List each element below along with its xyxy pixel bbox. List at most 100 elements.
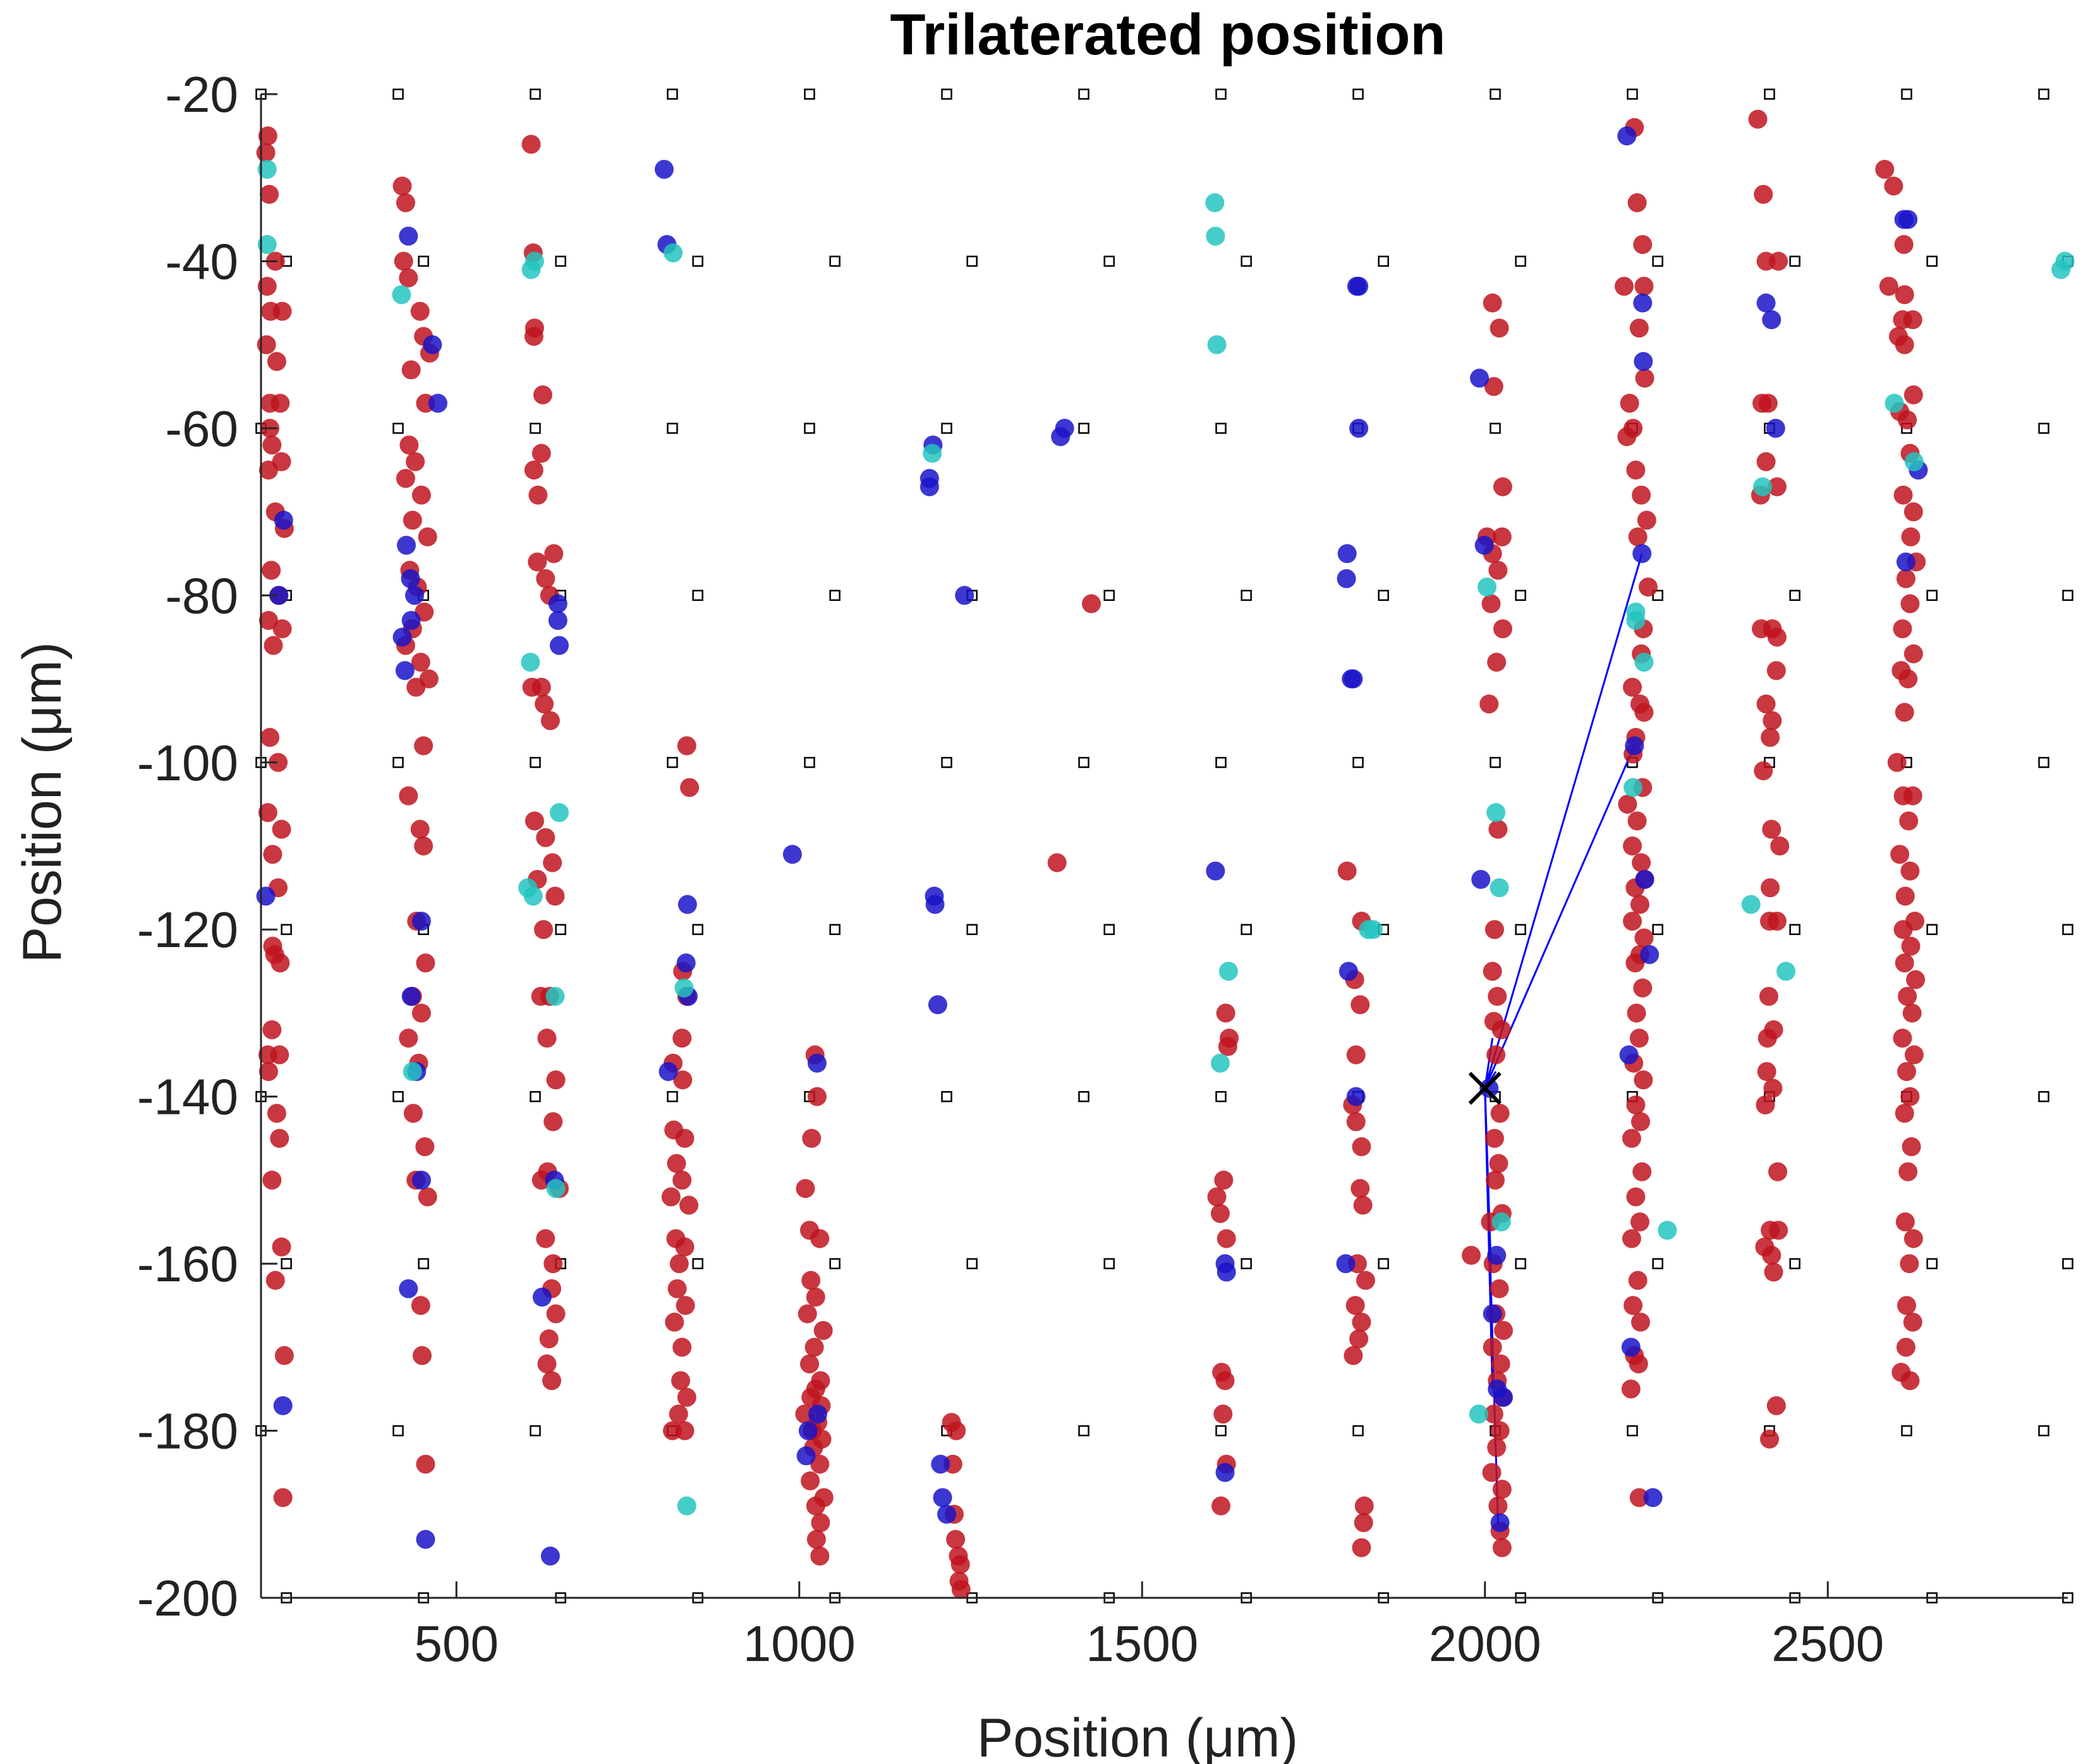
red-point [1213,1405,1233,1424]
red-point [399,786,418,806]
red-point [1350,1179,1370,1199]
red-point [1618,794,1637,814]
y-tick-label: -60 [165,401,238,457]
red-point [399,435,419,455]
red-point [1484,377,1503,396]
blue-point [1621,1338,1641,1357]
red-point [1906,970,1926,989]
blue-point [1347,277,1366,296]
red-point [806,1496,825,1516]
red-point [1632,485,1651,505]
red-point [533,385,552,404]
red-point [1216,1003,1235,1023]
red-point [418,1187,437,1207]
red-point [1493,477,1512,497]
cyan-point [923,444,942,463]
electrode-site [1378,589,1389,601]
red-point [673,1070,693,1090]
electrode-site [530,88,541,100]
red-point [1894,235,1914,254]
red-point [272,619,292,639]
electrode-site [1241,924,1252,935]
electrode-site [1490,423,1501,434]
red-point [1766,1396,1786,1415]
electrode-site [1352,1425,1364,1437]
red-point [1486,1170,1505,1190]
red-point [1759,987,1778,1006]
x-tick-label: 2500 [1771,1616,1884,1672]
electrode-site [1078,1425,1089,1437]
red-point [263,845,282,864]
red-point [947,1421,966,1441]
red-point [264,636,283,655]
blue-point [1762,310,1781,329]
points-layer [256,109,2075,1599]
blue-point [405,586,425,605]
red-point [677,1387,696,1407]
cyan-point [1634,653,1654,672]
electrode-site [2038,88,2049,100]
x-tick-label: 1000 [743,1616,856,1672]
blue-point [269,586,289,605]
blue-point [1471,869,1491,889]
blue-point [677,895,697,914]
blue-point [676,953,696,973]
red-point [1346,1112,1366,1132]
red-point [1483,962,1502,981]
blue-point [273,1396,293,1415]
electrode-site [692,1258,703,1269]
blue-point [1337,544,1357,564]
electrode-site [667,757,678,768]
red-point [810,1229,830,1248]
red-point [1462,1245,1481,1265]
red-point [528,552,547,572]
red-point [1899,811,1919,831]
red-point [531,677,551,697]
red-point [416,1454,435,1474]
electrode-site [392,757,404,768]
red-point [1479,694,1499,714]
red-point [258,1062,278,1081]
red-point [1352,1137,1371,1156]
red-point [1627,193,1647,212]
electrode-site [829,1258,841,1269]
red-point [1627,811,1647,831]
red-point [414,837,434,855]
red-point [270,1128,289,1148]
red-point [1754,184,1773,204]
electrode-site [1103,924,1115,935]
cyan-point [525,251,544,271]
red-point [525,811,544,831]
red-point [1352,1312,1371,1332]
red-point [1491,1354,1510,1374]
red-point [260,184,279,204]
red-point [1623,677,1642,697]
red-point [272,301,292,321]
red-point [1884,176,1903,196]
red-point [542,1371,562,1391]
red-point [406,452,425,471]
electrode-site [1378,255,1389,267]
red-point [539,1329,559,1349]
red-point [1214,1170,1234,1190]
red-point [676,1296,695,1315]
red-point [258,1045,277,1065]
red-point [1764,1262,1783,1282]
red-point [1490,318,1509,338]
blue-point [1634,352,1653,372]
red-point [270,953,290,973]
blue-point [796,1446,816,1466]
red-point [1766,661,1786,680]
cyan-point [1469,1405,1488,1424]
electrode-site [941,757,952,768]
red-point [1346,1045,1366,1065]
blue-point [1483,1304,1502,1324]
red-point [273,1488,293,1507]
red-point [1621,1379,1641,1399]
red-point [1492,1538,1512,1557]
red-point [262,560,281,580]
electrode-site [1215,1090,1227,1102]
blue-point [399,226,418,246]
blue-point [411,1170,431,1190]
red-point [672,1170,692,1190]
